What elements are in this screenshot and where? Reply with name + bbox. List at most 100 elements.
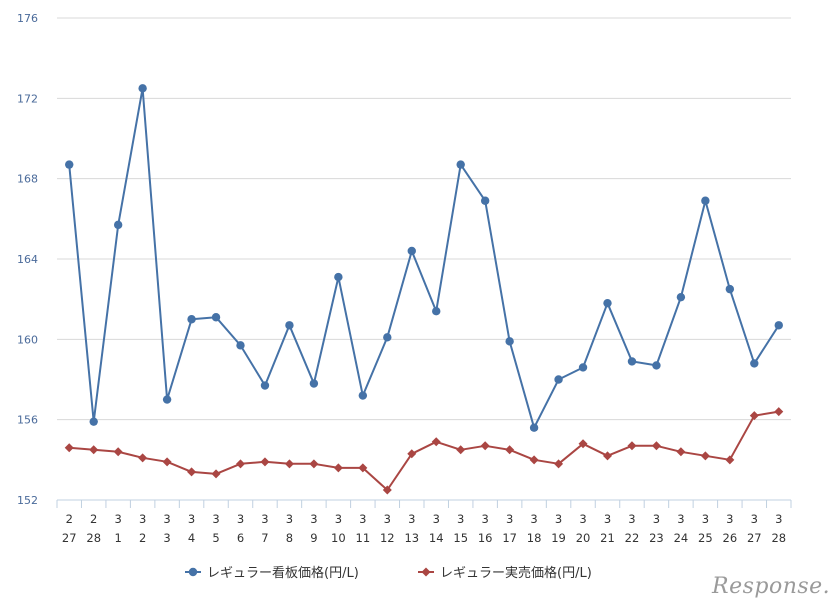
data-point [554,459,564,469]
data-point [505,337,514,346]
x-tick-label-day: 23 [649,531,664,545]
data-point [334,272,343,282]
x-tick-label-month: 3 [408,512,415,526]
series-2 [64,407,784,495]
data-point [725,455,735,465]
legend-label: レギュラー看板価格(円/L) [207,565,359,581]
x-tick-label-month: 3 [751,512,758,526]
data-point [211,469,221,479]
data-point [162,457,172,467]
y-tick-label: 168 [17,173,38,186]
x-tick-label-month: 3 [310,512,317,526]
y-tick-label: 172 [17,92,38,105]
legend-marker [421,567,431,577]
y-tick-label: 152 [17,494,38,507]
x-tick-label-month: 3 [237,512,244,526]
x-tick-label-month: 3 [261,512,268,526]
y-tick-label: 164 [17,253,38,266]
legend-item-1[interactable]: レギュラー看板価格(円/L) [185,565,359,581]
x-tick-label-day: 21 [600,531,615,545]
data-point [89,417,98,426]
data-point [529,455,539,465]
x-tick-label-day: 28 [771,531,786,545]
x-tick-label-day: 16 [478,531,493,545]
data-point [309,379,319,388]
series-1 [65,84,783,432]
x-tick-label-day: 22 [625,531,640,545]
x-tick-label-month: 3 [335,512,342,526]
x-tick-label-day: 6 [237,531,244,545]
data-point [383,333,392,342]
data-point [750,359,759,368]
x-tick-label-day: 11 [356,531,371,545]
data-point [505,445,515,455]
x-tick-label-month: 3 [677,512,684,526]
data-point [554,375,563,384]
data-point [138,453,148,463]
data-point [480,441,490,451]
x-tick-label-month: 2 [66,512,73,526]
x-tick-label-month: 3 [775,512,782,526]
data-point [749,411,759,421]
x-tick-label-month: 3 [359,512,366,526]
series-line [68,87,780,429]
x-tick-label-day: 10 [331,531,346,545]
x-tick-label-day: 25 [698,531,713,545]
x-tick-label-month: 3 [726,512,733,526]
x-tick-label-day: 20 [576,531,591,545]
x-tick-label-month: 3 [115,512,122,526]
data-point [627,441,637,451]
data-point [89,445,99,455]
data-point [333,463,343,473]
data-point [456,445,466,455]
data-point [358,391,368,400]
data-point [211,313,221,322]
data-point [236,341,245,350]
y-tick-label: 160 [17,333,38,346]
data-point [138,84,147,93]
series-layer [64,84,784,495]
x-tick-label-month: 3 [628,512,635,526]
data-point [236,459,245,469]
x-tick-label-day: 1 [115,531,122,545]
x-tick-label-month: 3 [433,512,440,526]
data-point [652,361,661,370]
x-tick-label-month: 2 [90,512,97,526]
data-point [113,447,123,457]
x-tick-label-day: 14 [429,531,444,545]
data-point [529,423,539,432]
legend-item-2[interactable]: レギュラー実売価格(円/L) [418,565,592,581]
x-axis: 2272283132333435363738393103113123133143… [56,499,792,545]
data-point [285,321,294,330]
data-point [774,321,783,330]
data-point [456,160,465,169]
legend-marker [188,567,198,577]
data-point [651,441,661,451]
x-tick-label-month: 3 [506,512,513,526]
grid-lines [57,17,791,421]
x-tick-label-day: 4 [188,531,195,545]
x-tick-label-month: 3 [530,512,537,526]
data-point [187,315,196,324]
data-point [774,407,784,417]
data-point [432,307,441,316]
legend-label: レギュラー実売価格(円/L) [440,565,592,581]
data-point [701,196,710,205]
data-point [578,363,588,372]
data-point [260,381,270,390]
data-point [431,437,441,447]
x-tick-label-month: 3 [482,512,489,526]
data-point [480,196,490,205]
x-tick-label-day: 3 [163,531,170,545]
x-tick-label-day: 9 [310,531,317,545]
x-tick-label-month: 3 [188,512,195,526]
x-tick-label-day: 12 [380,531,395,545]
y-tick-label: 156 [17,414,38,427]
data-point [676,447,686,457]
y-tick-label: 176 [17,12,38,25]
data-point [162,395,172,404]
legend[interactable]: レギュラー看板価格(円/L) レギュラー実売価格(円/L) [185,565,592,581]
x-tick-label-day: 8 [286,531,293,545]
x-tick-label-month: 3 [139,512,146,526]
x-tick-label-month: 3 [457,512,464,526]
